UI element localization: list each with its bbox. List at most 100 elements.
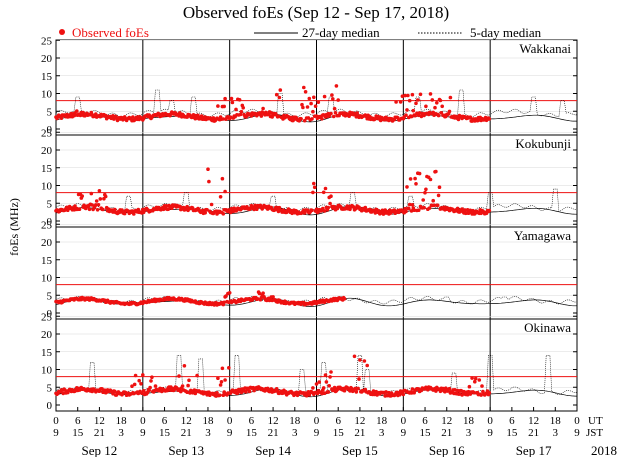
jst-tick-label: 9 (574, 427, 580, 439)
observed-point (103, 194, 108, 199)
observed-point (404, 209, 408, 214)
observed-point (403, 93, 407, 98)
y-tick-label: 10 (41, 181, 53, 193)
y-tick-label: 25 (41, 219, 53, 231)
day-label: Sep 16 (429, 443, 465, 457)
observed-point (165, 388, 170, 393)
chart-title: Observed foEs (Sep 12 - Sep 17, 2018) (183, 3, 449, 22)
station-panels: 0 5 10 15 20 25 Wakkanai 0 5 10 15 20 25 Kokubunji 0 5 1… (41, 35, 578, 412)
observed-point (428, 177, 433, 182)
y-tick-label: 5 (47, 106, 53, 118)
observed-point (136, 207, 141, 212)
observed-point (329, 194, 333, 198)
observed-point (95, 208, 100, 212)
jst-tick-label: 3 (292, 427, 298, 439)
observed-point (94, 203, 98, 207)
year-label: 2018 (591, 443, 617, 457)
jst-label: JST (586, 427, 603, 439)
observed-point (59, 116, 64, 120)
jst-tick-label: 9 (140, 427, 146, 439)
ut-tick-label: 18 (376, 415, 388, 427)
observed-point (209, 202, 214, 207)
observed-point (417, 171, 422, 176)
observed-point (357, 377, 361, 381)
observed-point (311, 190, 315, 195)
observed-point (149, 379, 153, 383)
observed-point (404, 113, 408, 117)
y-tick-label: 0 (47, 216, 53, 228)
observed-point (430, 98, 435, 102)
legend-27day-label: 27-day median (302, 25, 380, 40)
panel-kokubunji: 0 5 10 15 20 25 Kokubunji (41, 127, 578, 228)
y-tick-label: 20 (41, 237, 53, 249)
median-5day-line (55, 89, 578, 118)
y-tick-label: 5 (47, 198, 53, 210)
observed-point (80, 194, 84, 198)
ut-tick-label: 0 (574, 415, 580, 427)
observed-point (435, 101, 439, 105)
day-label: Sep 17 (516, 443, 552, 457)
ut-tick-label: 12 (354, 415, 365, 427)
y-tick-label: 20 (41, 329, 53, 341)
observed-point (394, 100, 398, 104)
observed-point (423, 190, 427, 195)
observed-point (113, 207, 117, 212)
observed-point (195, 373, 199, 378)
ut-tick-label: 18 (463, 415, 475, 427)
observed-point (409, 114, 414, 119)
observed-point (460, 207, 464, 211)
observed-point (219, 380, 224, 384)
jst-tick-label: 21 (528, 427, 539, 439)
observed-point (313, 104, 318, 108)
observed-point (473, 376, 478, 381)
ut-label: UT (588, 415, 603, 427)
observed-point (274, 92, 279, 97)
observed-point (408, 177, 413, 181)
day-label: Sep 14 (255, 443, 291, 457)
jst-tick-label: 15 (506, 427, 518, 439)
observed-point (261, 291, 265, 296)
observed-point (412, 208, 417, 212)
panel-wakkanai: 0 5 10 15 20 25 Wakkanai (41, 35, 578, 136)
y-tick-label: 0 (47, 400, 53, 412)
observed-point (228, 115, 233, 119)
observed-point (270, 115, 275, 119)
observed-point (398, 100, 403, 104)
observed-point (334, 84, 339, 88)
observed-point (302, 118, 307, 123)
observed-point (271, 295, 275, 299)
observed-point (409, 209, 414, 213)
observed-point (463, 208, 467, 212)
observed-point (205, 208, 209, 212)
observed-point (221, 117, 226, 121)
observed-point (424, 104, 428, 109)
observed-point (470, 376, 474, 380)
observed-point (303, 90, 308, 94)
observed-point (447, 109, 452, 114)
observed-point (238, 112, 243, 117)
ut-tick-label: 18 (289, 415, 301, 427)
observed-point (328, 375, 332, 379)
jst-tick-label: 21 (354, 427, 365, 439)
observed-point (220, 176, 225, 181)
observed-point (227, 291, 232, 295)
observed-point (363, 205, 368, 210)
observed-point (61, 391, 65, 396)
observed-point (322, 209, 327, 213)
observed-point (436, 193, 441, 198)
observed-point (333, 111, 338, 115)
observed-point (410, 203, 415, 207)
observed-point (131, 115, 135, 119)
ut-tick-label: 6 (162, 415, 168, 427)
observed-point (139, 382, 143, 386)
observed-point (329, 370, 333, 374)
observed-point (237, 98, 242, 102)
jst-tick-label: 15 (159, 427, 171, 439)
observed-point (218, 383, 223, 387)
ut-tick-label: 18 (202, 415, 214, 427)
observed-point (387, 390, 391, 395)
observed-point (407, 202, 412, 207)
jst-tick-label: 21 (181, 427, 192, 439)
observed-point (177, 374, 181, 378)
observed-point (453, 388, 457, 392)
